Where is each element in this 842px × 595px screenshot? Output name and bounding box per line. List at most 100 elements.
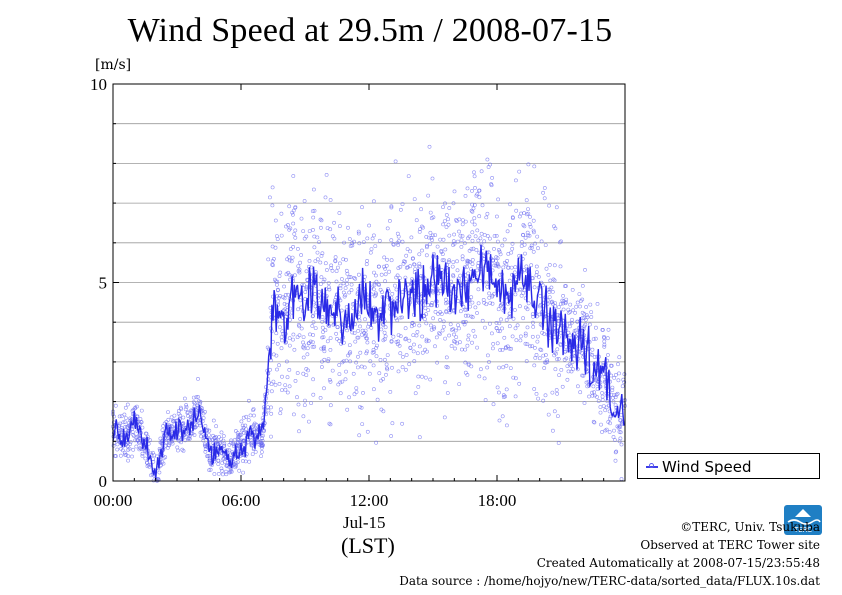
data-point [424,337,429,342]
data-point [584,380,589,385]
data-point [573,310,578,315]
data-point [356,272,361,277]
data-point [360,205,364,210]
data-point [379,327,384,332]
data-point [560,298,565,303]
data-point [385,257,390,262]
data-point [203,423,208,428]
data-point [273,279,278,284]
data-point [383,279,388,284]
data-point [539,239,544,244]
data-point [381,377,386,381]
data-point [326,359,331,364]
data-point [598,405,603,409]
data-point [555,391,560,396]
data-point [328,347,333,352]
data-point [273,218,278,223]
data-point [507,346,512,351]
data-point [320,319,325,324]
data-point [344,278,349,283]
data-point [451,260,456,265]
data-point [352,275,357,280]
data-point [241,470,246,475]
data-point [227,442,232,447]
data-point [580,297,585,302]
data-point [374,354,379,359]
data-point [542,186,547,190]
data-point [251,413,256,418]
data-point [600,397,605,402]
data-point [428,210,433,215]
data-point [533,345,537,350]
data-point [482,376,487,381]
data-point [509,265,514,270]
data-point [487,321,492,326]
data-point [617,371,621,376]
data-point [337,338,342,343]
data-point [216,458,221,463]
data-point [304,373,309,378]
data-point [352,331,357,336]
data-point [322,277,327,282]
data-point [607,430,612,434]
data-point [430,238,435,242]
data-point [301,371,306,376]
data-point [549,285,554,290]
data-point [337,372,342,377]
data-point [273,382,278,387]
data-point [250,443,254,447]
data-point [443,301,448,306]
data-point [301,414,306,419]
data-point [275,279,280,284]
data-point [509,346,514,351]
data-point [295,335,300,340]
data-point [357,318,362,323]
data-point [609,363,613,368]
data-point [335,336,339,341]
data-point [424,339,429,344]
data-point [423,375,428,380]
data-point [337,211,342,215]
data-point [287,227,292,232]
data-point [404,353,409,357]
data-point [297,324,302,329]
data-point [543,360,547,365]
data-point [138,417,143,421]
data-point [344,282,349,287]
data-point [270,244,275,249]
data-point [444,213,449,217]
data-point [322,386,326,391]
data-point [484,215,489,220]
data-point [146,463,151,467]
series-line-wind-speed [112,244,625,480]
data-point [352,392,357,397]
data-point [293,378,298,383]
data-point [574,304,579,309]
data-point [426,308,431,313]
data-point [395,240,400,245]
data-point [275,287,280,292]
data-point [612,428,616,433]
data-point [249,443,254,448]
data-point [498,252,503,257]
data-point [496,328,501,333]
data-point [561,293,566,298]
data-point [564,300,568,305]
data-point [428,303,433,308]
data-point [513,394,518,399]
data-point [456,323,460,328]
data-point [436,311,441,316]
data-point [196,394,200,399]
data-point [472,174,477,179]
data-point [412,197,417,202]
data-point [496,390,501,395]
data-point [529,263,534,268]
data-point [426,193,431,198]
data-point [477,374,482,379]
data-point [289,259,294,264]
data-point [591,384,596,389]
data-point [308,332,312,337]
data-point [447,206,452,210]
data-point [313,259,318,264]
data-point [470,202,475,207]
